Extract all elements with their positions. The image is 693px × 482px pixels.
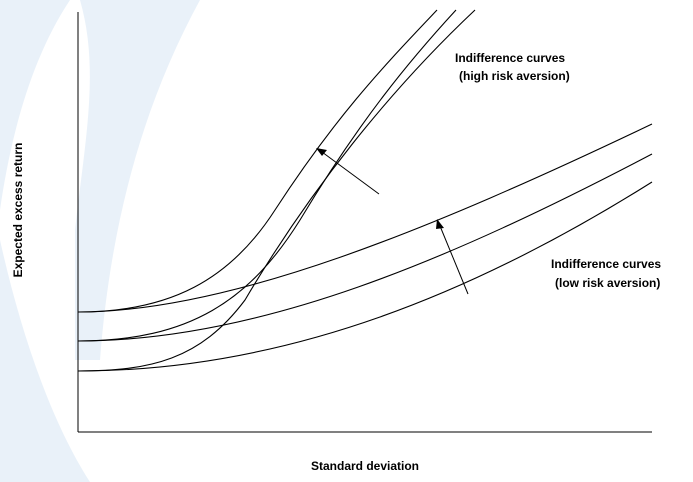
low-risk-label-line2: (low risk aversion) xyxy=(555,276,660,290)
x-axis-label: Standard deviation xyxy=(311,459,419,473)
low-risk-arrowhead xyxy=(436,219,444,229)
watermark-band-bottom xyxy=(0,240,90,482)
high-risk-curve-3 xyxy=(77,9,476,372)
watermark-band-middle xyxy=(75,0,200,360)
watermark-logo xyxy=(0,0,200,482)
low-risk-curve-3 xyxy=(77,181,653,372)
low-risk-curve-1 xyxy=(77,123,653,313)
watermark-band-top xyxy=(0,0,70,210)
low-risk-arrow-shaft xyxy=(439,225,469,295)
high-risk-label-line1: Indifference curves xyxy=(455,51,565,65)
high-risk-curve-2 xyxy=(77,9,457,342)
high-risk-arrow xyxy=(316,148,380,195)
low-risk-curve-2 xyxy=(77,153,653,342)
high-risk-arrowhead xyxy=(316,148,327,156)
low-risk-arrow xyxy=(436,219,469,295)
low-risk-label-line1: Indifference curves xyxy=(551,257,661,271)
high-risk-label-line2: (high risk aversion) xyxy=(459,69,570,83)
y-axis-label: Expected excess return xyxy=(11,143,25,278)
high-risk-curve-1 xyxy=(77,9,438,313)
high-risk-arrow-shaft xyxy=(321,151,380,195)
